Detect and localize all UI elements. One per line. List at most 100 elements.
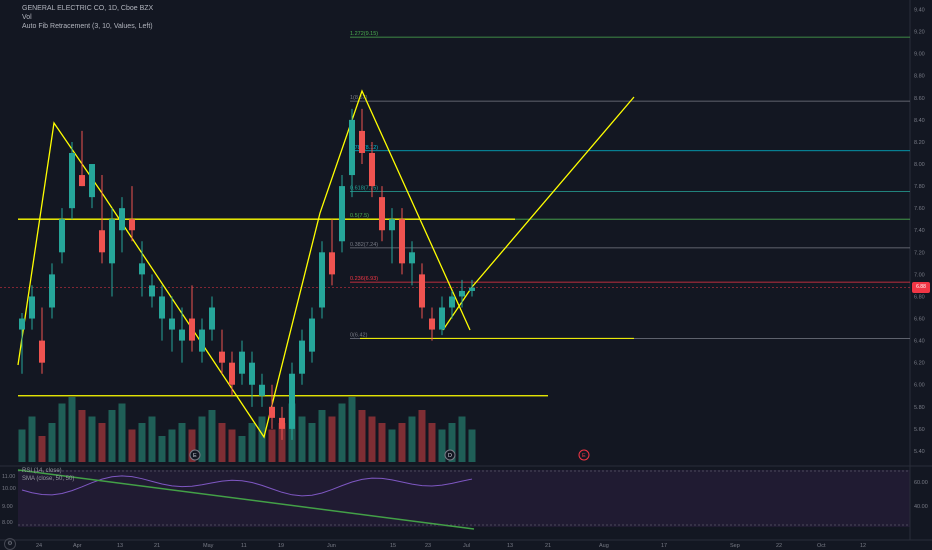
price-tick: 7.40 [914, 228, 925, 234]
volume-bar [258, 416, 266, 462]
candle-body [329, 252, 335, 275]
candle-body [239, 351, 245, 374]
current-price-badge: 6.88 [912, 282, 930, 293]
price-tick: 5.40 [914, 449, 925, 455]
price-tick: 9.20 [914, 30, 925, 36]
candle-body [259, 384, 265, 396]
volume-bar [418, 410, 426, 462]
volume-bar [58, 403, 66, 462]
candle-body [299, 340, 305, 374]
time-tick: Jun [327, 543, 336, 549]
candle-body [99, 230, 105, 253]
candle-body [189, 318, 195, 341]
volume-bar [328, 416, 336, 462]
volume-bar [148, 416, 156, 462]
symbol-title[interactable]: GENERAL ELECTRIC CO, 1D, Cboe BZX [22, 5, 154, 12]
volume-bar [118, 403, 126, 462]
rsi-label[interactable]: RSI (14, close) [22, 468, 62, 474]
candle-body [449, 296, 455, 308]
price-tick: 7.00 [914, 272, 925, 278]
volume-bar [128, 429, 136, 462]
volume-bar [88, 416, 96, 462]
volume-bar [138, 423, 146, 462]
candle-body [319, 252, 325, 308]
time-tick: 22 [776, 543, 782, 549]
event-marker [444, 449, 456, 461]
fib-label: 0(6.42) [350, 332, 368, 338]
price-tick: 9.00 [914, 52, 925, 58]
price-tick: 5.80 [914, 405, 925, 411]
candle-body [249, 362, 255, 385]
volume-bar [218, 423, 226, 462]
candle-body [139, 263, 145, 275]
price-tick: 7.20 [914, 250, 925, 256]
time-tick: Jul [463, 543, 470, 549]
volume-bar [198, 416, 206, 462]
candle-body [19, 318, 25, 330]
left-tick: 11.00 [2, 474, 15, 480]
volume-bar [338, 403, 346, 462]
candle-body [199, 329, 205, 352]
price-tick: 6.20 [914, 361, 925, 367]
candle-body [69, 152, 75, 209]
price-tick: 7.60 [914, 206, 925, 212]
chart-legend: GENERAL ELECTRIC CO, 1D, Cboe BZX Vol Au… [22, 4, 153, 31]
fib-label: 0.382(7.24) [350, 242, 378, 248]
price-tick: 6.80 [914, 294, 925, 300]
volume-bar [278, 423, 286, 462]
candle-body [289, 373, 295, 429]
volume-bar [38, 436, 46, 462]
volume-bar [448, 423, 456, 462]
event-marker-label: D [448, 453, 452, 459]
candle-body [179, 329, 185, 341]
settings-icon[interactable]: ⚙ [4, 538, 16, 550]
candle-body [109, 219, 115, 264]
candle-body [369, 152, 375, 187]
candle-body [409, 252, 415, 264]
volume-bar [468, 429, 476, 462]
time-tick: Sep [730, 543, 740, 549]
time-tick: 15 [390, 543, 396, 549]
candle-body [309, 318, 315, 352]
event-marker [578, 449, 590, 461]
time-tick: 19 [278, 543, 284, 549]
time-tick: 13 [507, 543, 513, 549]
volume-label[interactable]: Vol [22, 14, 32, 21]
fib-label: 1.272(9.15) [350, 31, 378, 37]
time-tick: 17 [661, 543, 667, 549]
volume-bar [158, 436, 166, 462]
candle-body [129, 219, 135, 231]
rsi-band [18, 470, 910, 527]
candle-body [149, 285, 155, 297]
fib-label[interactable]: Auto Fib Retracement (3, 10, Values, Lef… [22, 23, 153, 30]
candle-body [219, 351, 225, 363]
candle-body [29, 296, 35, 319]
volume-bar [18, 429, 26, 462]
volume-bar [348, 397, 356, 462]
price-tick: 8.00 [914, 162, 925, 168]
volume-bar [308, 423, 316, 462]
event-marker [189, 449, 201, 461]
candle-body [39, 340, 45, 363]
candle-body [159, 296, 165, 319]
volume-bar [68, 397, 76, 462]
volume-bar [428, 423, 436, 462]
price-tick: 8.60 [914, 96, 925, 102]
volume-bar [28, 416, 36, 462]
fib-label: 0.5(7.5) [350, 213, 369, 219]
left-tick: 9.00 [2, 504, 13, 510]
candle-body [349, 119, 355, 176]
candle-body [359, 130, 365, 153]
candle-body [229, 362, 235, 385]
volume-bar [208, 410, 216, 462]
candle-body [269, 406, 275, 418]
price-tick: 7.80 [914, 184, 925, 190]
volume-bar [98, 423, 106, 462]
volume-bar [248, 423, 256, 462]
sma-label[interactable]: SMA (close, 50, 50) [22, 476, 75, 482]
time-tick: Aug [599, 543, 609, 549]
time-tick: May [203, 543, 214, 549]
time-tick: 24 [36, 543, 42, 549]
